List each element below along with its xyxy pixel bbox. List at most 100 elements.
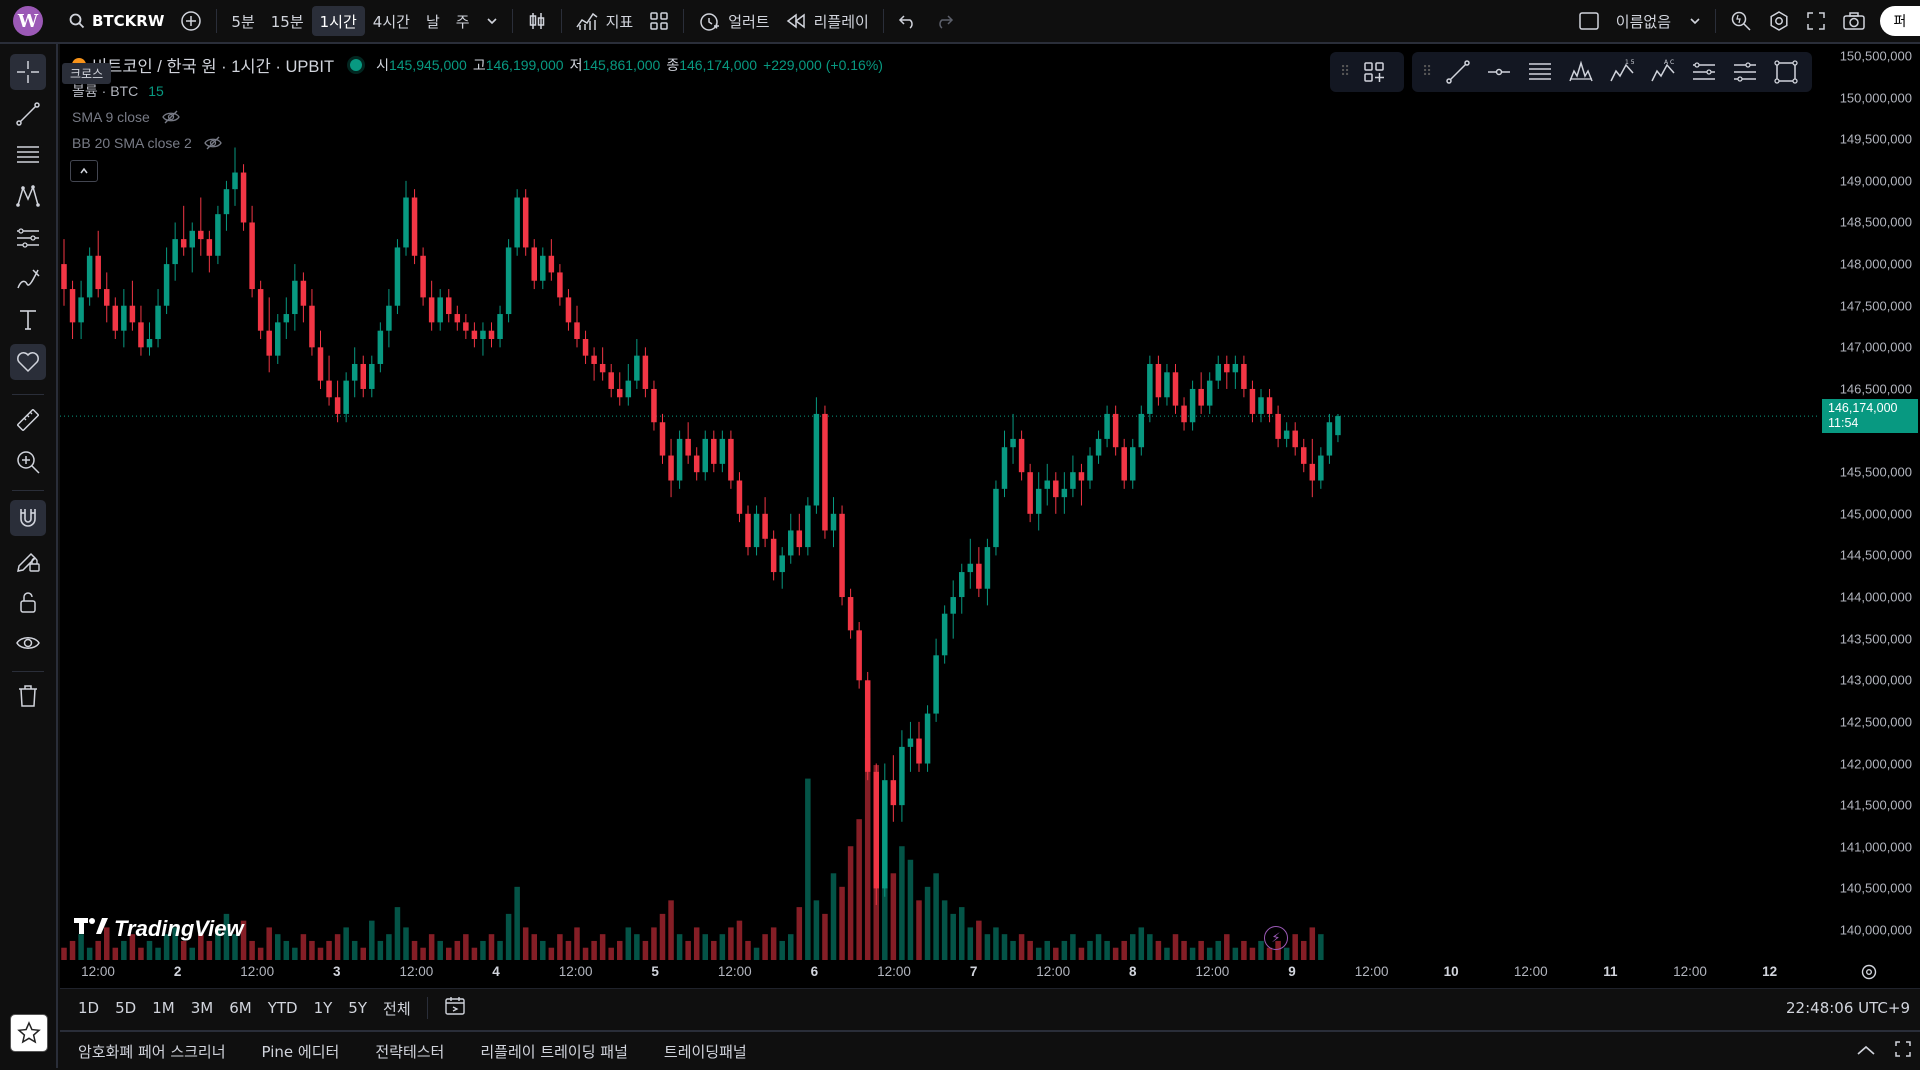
bb-label[interactable]: BB 20 SMA close 2: [72, 135, 192, 151]
trend-line-tool[interactable]: [10, 96, 46, 132]
eye-off-icon[interactable]: [204, 135, 222, 151]
brush-tool[interactable]: [10, 261, 46, 297]
undo-button[interactable]: [890, 6, 926, 36]
templates-button[interactable]: [641, 6, 677, 36]
range-1y[interactable]: 1Y: [313, 999, 333, 1017]
replay-button[interactable]: 리플레이: [778, 6, 877, 36]
settings-button[interactable]: [1760, 6, 1798, 36]
regression-channel-icon[interactable]: [1729, 56, 1761, 88]
interval-5m[interactable]: 5분: [231, 12, 255, 31]
interval-4h[interactable]: 4시간: [372, 12, 410, 31]
lock-drawings-button[interactable]: [10, 584, 46, 620]
legend-collapse-button[interactable]: [70, 160, 98, 182]
zoom-tool[interactable]: [10, 444, 46, 480]
watchlist-star-button[interactable]: [10, 1014, 48, 1052]
legend-high-label: 고: [472, 57, 486, 73]
volume-label[interactable]: 볼륨 · BTC: [72, 83, 139, 99]
range-5y[interactable]: 5Y: [348, 999, 368, 1017]
fib-retracement-tool[interactable]: [10, 137, 46, 173]
favorites-tool[interactable]: [10, 344, 46, 380]
tab-pine-editor[interactable]: Pine 에디터: [261, 1042, 340, 1061]
quick-action-button[interactable]: ⚡: [1264, 926, 1288, 950]
interval-1h[interactable]: 1시간: [311, 6, 365, 36]
publish-button[interactable]: 퍼: [1880, 6, 1920, 36]
pattern-tool[interactable]: [10, 178, 46, 214]
quick-search-button[interactable]: [1722, 6, 1760, 36]
tab-trading-panel[interactable]: 트레이딩패널: [663, 1042, 747, 1061]
alerts-button[interactable]: 얼러트: [690, 6, 777, 36]
add-widget-icon[interactable]: [1358, 56, 1390, 88]
time-axis-settings-icon[interactable]: [1860, 963, 1878, 985]
trend-line-icon[interactable]: [1442, 56, 1474, 88]
timezone-clock[interactable]: 22:48:06 UTC+9: [1786, 999, 1910, 1017]
interval-day[interactable]: 날: [425, 12, 440, 31]
layout-name-dropdown[interactable]: 이름없음: [1608, 6, 1709, 36]
drawing-toolbar: [0, 44, 58, 1068]
abcd-pattern-icon[interactable]: A C: [1647, 56, 1679, 88]
price-chart[interactable]: [60, 44, 1820, 960]
drag-handle-icon[interactable]: ⠿: [1340, 64, 1351, 80]
remove-drawings-button[interactable]: [10, 678, 46, 714]
candle: [1130, 438, 1136, 489]
tradingview-logo: TradingView: [74, 916, 244, 942]
publish-label: 퍼: [1893, 14, 1907, 30]
text-tool[interactable]: [10, 302, 46, 338]
volume-bar: [625, 927, 632, 960]
interval-dropdown[interactable]: [478, 6, 506, 36]
panel-maximize-button[interactable]: [1894, 1040, 1912, 1062]
drag-handle-icon[interactable]: ⠿: [1422, 64, 1433, 80]
range-all[interactable]: 전체: [383, 999, 411, 1018]
volume-bar: [163, 934, 170, 960]
app-logo[interactable]: W: [13, 6, 43, 36]
eye-off-icon[interactable]: [162, 109, 180, 125]
candle: [360, 355, 366, 398]
head-shoulders-icon[interactable]: [1565, 56, 1597, 88]
candle: [1138, 405, 1145, 456]
redo-button[interactable]: [926, 6, 962, 36]
sma-label[interactable]: SMA 9 close: [72, 109, 150, 125]
undo-icon: [898, 13, 918, 29]
range-5d[interactable]: 5D: [115, 999, 137, 1017]
rectangle-icon[interactable]: [1770, 56, 1802, 88]
price-axis[interactable]: 150,500,000 150,000,000 149,500,000 149,000…: [1820, 44, 1920, 969]
range-ytd[interactable]: YTD: [267, 999, 298, 1017]
tab-strategy-tester[interactable]: 전략테스터: [375, 1042, 445, 1061]
hide-drawings-button[interactable]: [10, 625, 46, 661]
parallel-channel-icon[interactable]: [1688, 56, 1720, 88]
tab-replay-trading-panel[interactable]: 리플레이 트레이딩 패널: [480, 1042, 628, 1061]
horizontal-ray-icon[interactable]: [1483, 56, 1515, 88]
elliott-wave-icon[interactable]: 1 5: [1606, 56, 1638, 88]
interval-15m[interactable]: 15분: [270, 12, 304, 31]
forecast-tool[interactable]: [10, 220, 46, 256]
crosshair-tool[interactable]: [10, 54, 46, 90]
go-to-date-button[interactable]: [436, 995, 474, 1021]
stay-in-drawing-mode-button[interactable]: [10, 543, 46, 579]
magnet-mode-button[interactable]: [10, 500, 46, 536]
indicators-button[interactable]: 지표: [568, 6, 642, 36]
measure-tool[interactable]: [10, 402, 46, 438]
range-3m[interactable]: 3M: [190, 999, 214, 1017]
chart-pane[interactable]: [60, 44, 1820, 969]
legend-bb-row: BB 20 SMA close 2: [72, 130, 883, 156]
candle: [480, 322, 486, 356]
crosshair-tooltip: 크로스: [62, 63, 112, 84]
interval-week[interactable]: 주: [455, 12, 470, 31]
legend-title[interactable]: 비트코인 / 한국 원 · 1시간 · UPBIT: [92, 58, 335, 76]
time-axis[interactable]: 12:00 2 12:00 3 12:00 4 12:00 5 12:00 6 12:00 7 12:0…: [60, 960, 1920, 988]
volume-bar: [334, 934, 341, 960]
panel-collapse-button[interactable]: [1856, 1042, 1876, 1060]
layout-toggle-button[interactable]: [1570, 6, 1608, 36]
chart-type-button[interactable]: [519, 6, 555, 36]
range-1d[interactable]: 1D: [78, 999, 100, 1017]
volume-bar: [155, 947, 161, 960]
tab-crypto-screener[interactable]: 암호화폐 페어 스크리너: [78, 1042, 226, 1061]
fib-lines-icon[interactable]: [1524, 56, 1556, 88]
compare-symbol-button[interactable]: [172, 6, 210, 36]
symbol-search-button[interactable]: BTCKRW: [61, 6, 172, 36]
range-6m[interactable]: 6M: [229, 999, 252, 1017]
fullscreen-button[interactable]: [1798, 6, 1834, 36]
snapshot-button[interactable]: [1834, 6, 1874, 36]
volume-bar: [745, 940, 751, 960]
range-1m[interactable]: 1M: [152, 999, 175, 1017]
volume-bar: [121, 940, 127, 960]
